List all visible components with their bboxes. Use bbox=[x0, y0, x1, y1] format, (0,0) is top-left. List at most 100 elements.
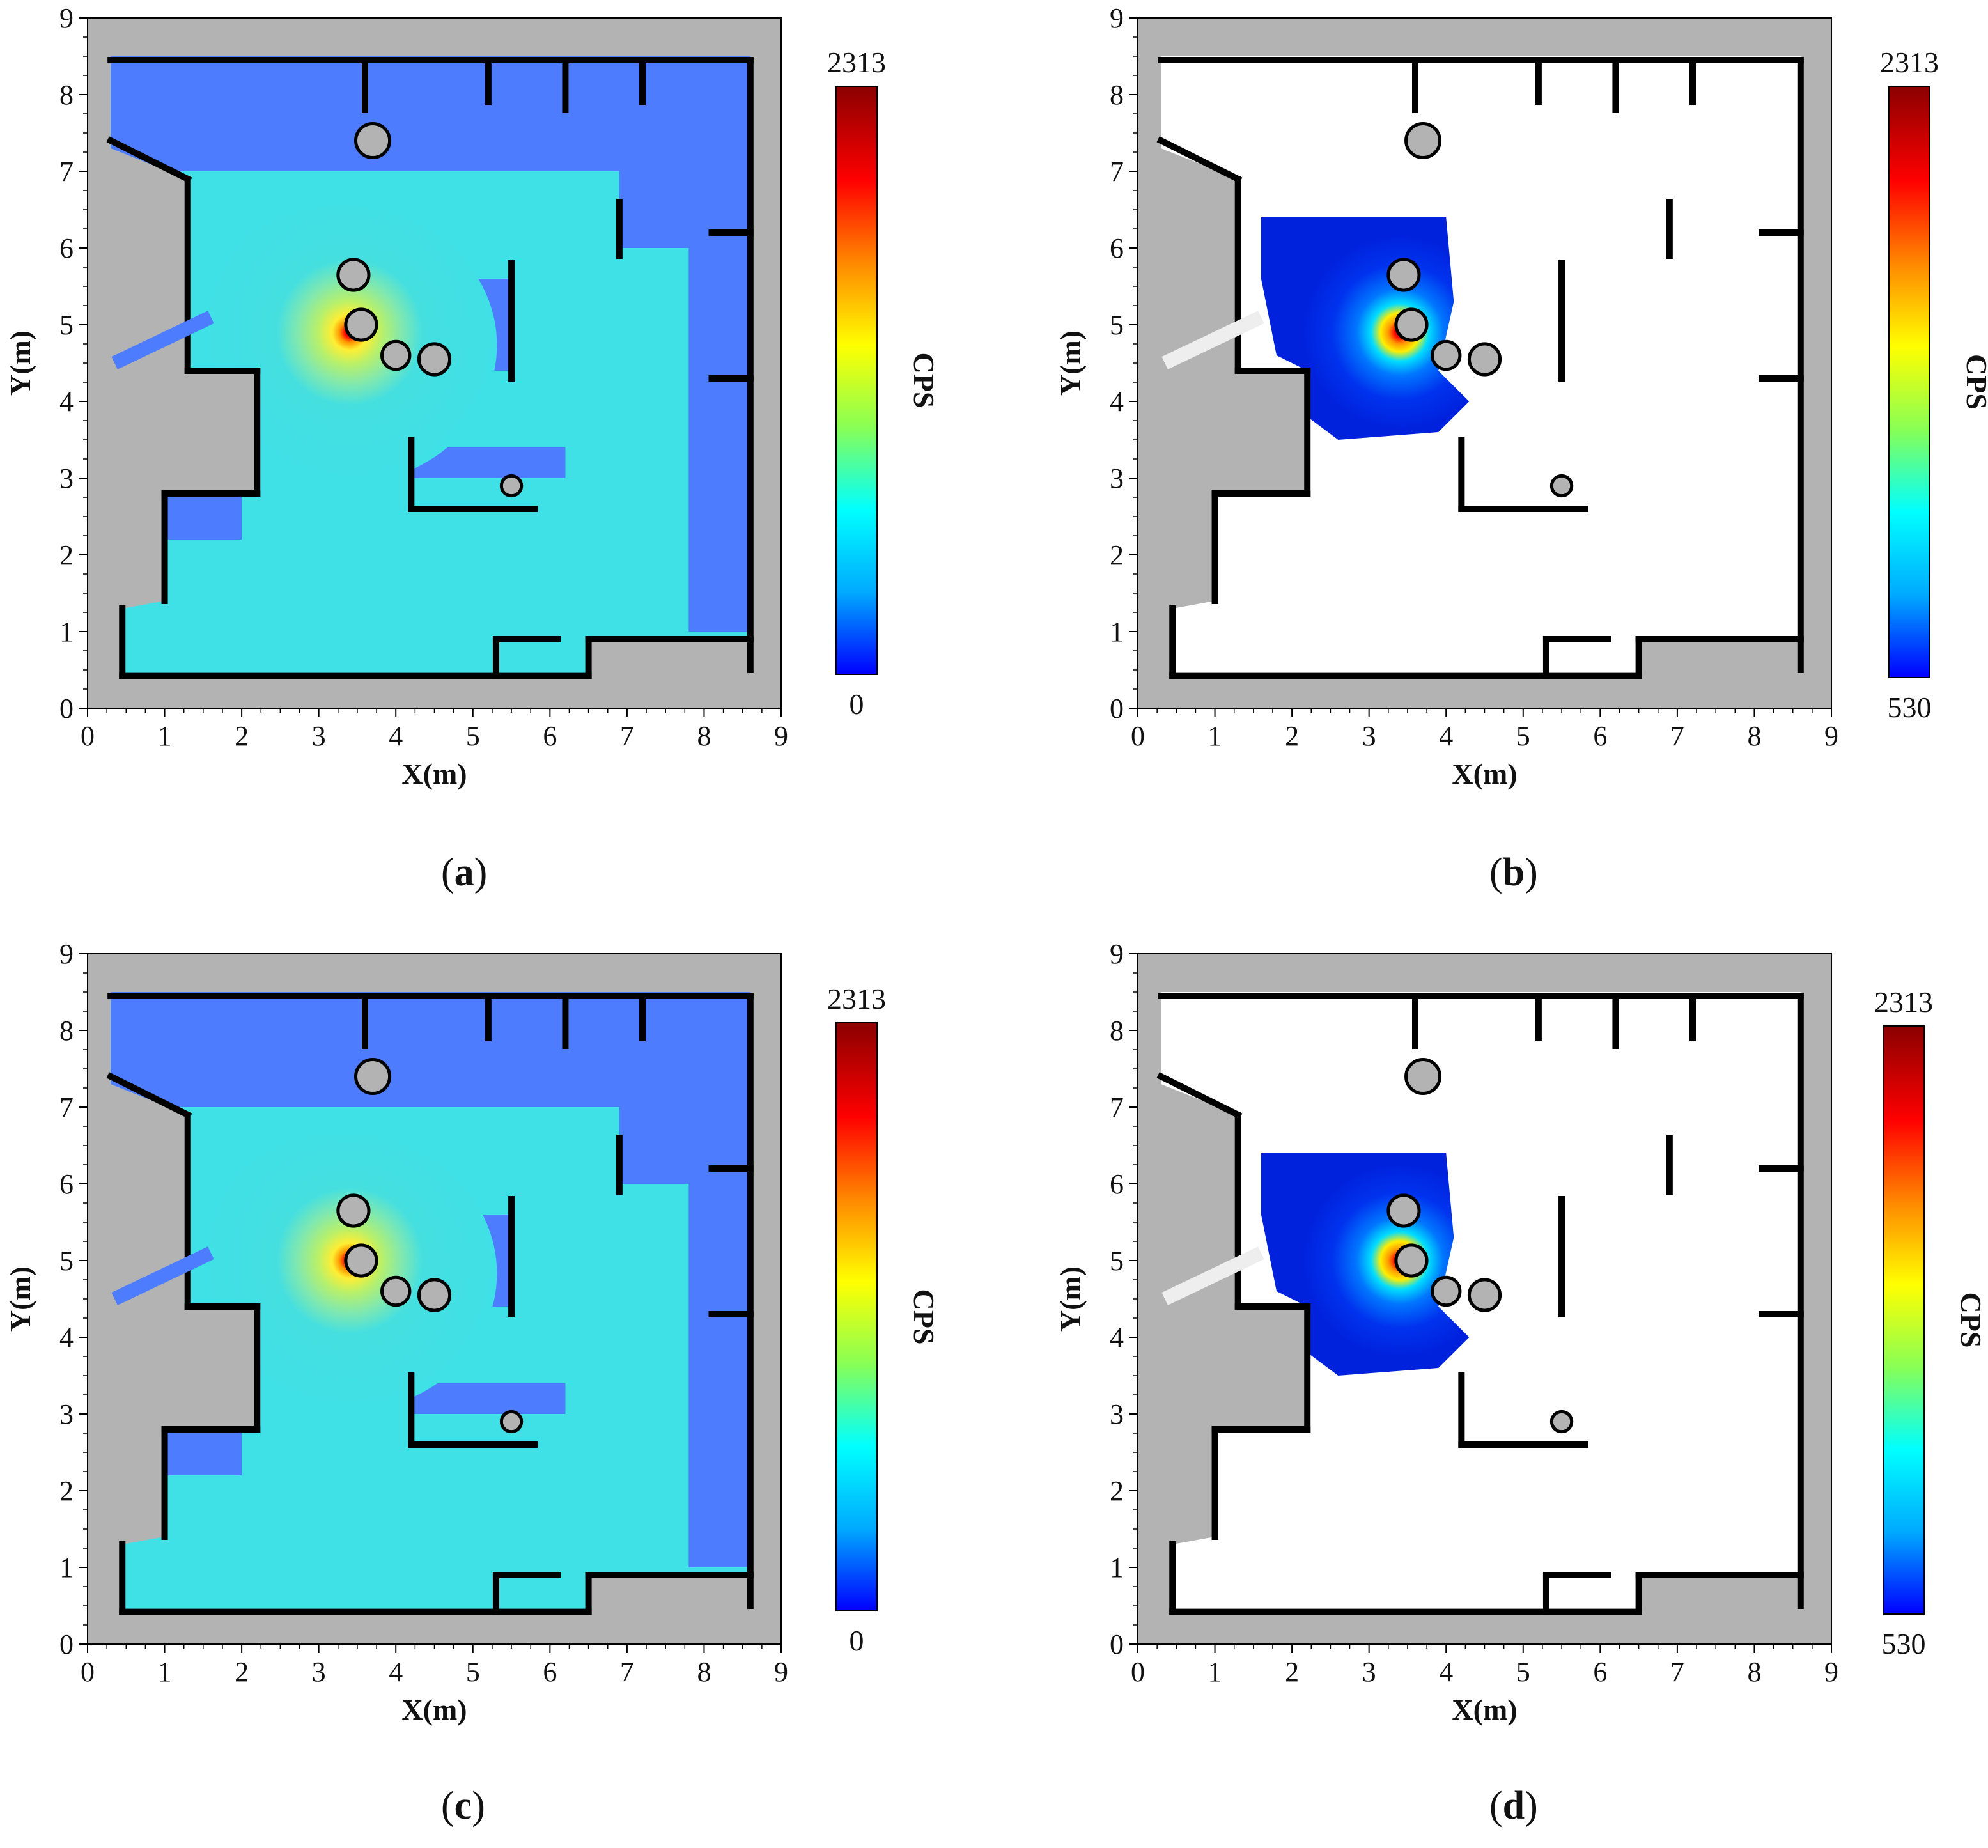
x-tick-label: 3 bbox=[312, 720, 326, 752]
y-tick-label: 7 bbox=[1110, 1092, 1124, 1123]
x-tick-label: 9 bbox=[774, 1656, 788, 1688]
x-tick-label: 8 bbox=[697, 720, 711, 752]
low-field-region bbox=[164, 1429, 242, 1475]
x-tick-label: 7 bbox=[1670, 1656, 1684, 1688]
obstacle bbox=[354, 121, 392, 160]
panel-b: 0 1 2 3 4 5 6 7 8 9 0 1 2 3 4 5 6 7 8 9 X(m) Y(m) 2313 530 CPS bbox=[1054, 3, 1988, 790]
wall-segment bbox=[106, 136, 192, 183]
wall-segment bbox=[106, 1072, 192, 1119]
obstacle bbox=[417, 342, 452, 377]
panel-a: 0 1 2 3 4 5 6 7 8 9 0 1 2 3 4 5 6 7 8 9 X(m) Y(m) 2313 0 CPS bbox=[4, 3, 940, 790]
colorbar-min-label: 0 bbox=[850, 1624, 864, 1657]
x-tick-label: 7 bbox=[620, 720, 634, 752]
y-tick-label: 8 bbox=[1110, 1015, 1124, 1046]
colorbar-min-label: 0 bbox=[850, 688, 864, 720]
low-field-region bbox=[619, 1107, 750, 1184]
caption-letter-c: c bbox=[454, 1784, 472, 1828]
y-tick-label: 8 bbox=[59, 79, 74, 111]
colorbar bbox=[835, 1022, 878, 1611]
y-tick-label: 2 bbox=[1110, 540, 1124, 571]
colorbar bbox=[1888, 86, 1930, 678]
y-tick-label: 6 bbox=[59, 1169, 74, 1200]
caption-d: (d) bbox=[1489, 1784, 1538, 1828]
x-tick-label: 5 bbox=[466, 720, 480, 752]
y-axis-title: Y(m) bbox=[1054, 1266, 1087, 1332]
colorbar-max-label: 2313 bbox=[827, 46, 886, 79]
x-tick-label: 3 bbox=[1362, 720, 1376, 752]
x-tick-label: 2 bbox=[1285, 1656, 1299, 1688]
y-tick-label: 7 bbox=[59, 156, 74, 187]
obstacle bbox=[344, 307, 378, 342]
wall-segment bbox=[1156, 136, 1243, 183]
y-tick-label: 8 bbox=[59, 1015, 74, 1046]
x-tick-label: 6 bbox=[1593, 1656, 1607, 1688]
y-axis-title: Y(m) bbox=[4, 1266, 36, 1332]
x-tick-label: 3 bbox=[1362, 1656, 1376, 1688]
obstacle bbox=[1394, 307, 1429, 342]
y-tick-label: 4 bbox=[1110, 1322, 1124, 1353]
y-tick-label: 5 bbox=[1110, 1245, 1124, 1277]
obstacle bbox=[1386, 258, 1421, 292]
x-tick-label: 7 bbox=[620, 1656, 634, 1688]
x-tick-label: 4 bbox=[389, 1656, 403, 1688]
y-tick-label: 2 bbox=[1110, 1475, 1124, 1507]
x-tick-label: 1 bbox=[158, 720, 172, 752]
y-tick-label: 3 bbox=[59, 1399, 74, 1430]
y-tick-label: 5 bbox=[59, 1245, 74, 1277]
caption-c: (c) bbox=[441, 1784, 485, 1828]
colorbar-min-label: 530 bbox=[1888, 691, 1932, 724]
y-tick-label: 1 bbox=[59, 1552, 74, 1583]
x-tick-label: 0 bbox=[81, 720, 95, 752]
x-tick-label: 9 bbox=[774, 720, 788, 752]
low-field-region bbox=[111, 56, 750, 171]
obstacle bbox=[344, 1243, 378, 1278]
y-tick-label: 0 bbox=[59, 693, 74, 724]
obstacle bbox=[1404, 1057, 1442, 1096]
caption-letter-a: a bbox=[454, 851, 474, 894]
x-axis-title: X(m) bbox=[401, 757, 467, 790]
field-layer bbox=[111, 992, 750, 1567]
obstacle bbox=[417, 1278, 452, 1312]
y-tick-label: 3 bbox=[59, 463, 74, 494]
x-tick-label: 1 bbox=[1208, 1656, 1222, 1688]
y-tick-label: 6 bbox=[1110, 233, 1124, 264]
obstacle bbox=[1549, 474, 1574, 498]
x-tick-label: 6 bbox=[1593, 720, 1607, 752]
x-tick-label: 2 bbox=[1285, 720, 1299, 752]
y-tick-label: 0 bbox=[59, 1629, 74, 1660]
y-tick-label: 4 bbox=[1110, 386, 1124, 417]
x-tick-label: 9 bbox=[1824, 1656, 1838, 1688]
colorbar-min-label: 530 bbox=[1882, 1627, 1926, 1660]
field-layer bbox=[111, 56, 750, 632]
y-tick-label: 4 bbox=[59, 386, 74, 417]
low-field-region bbox=[411, 1383, 566, 1414]
obstacle bbox=[1467, 342, 1502, 377]
y-tick-label: 2 bbox=[59, 1475, 74, 1507]
y-tick-label: 6 bbox=[1110, 1169, 1124, 1200]
obstacle bbox=[1467, 1278, 1502, 1312]
field-hotspot bbox=[189, 1134, 497, 1413]
low-field-region bbox=[111, 992, 750, 1107]
x-tick-label: 0 bbox=[1131, 720, 1145, 752]
doorway-hatch bbox=[111, 1246, 214, 1305]
colorbar bbox=[835, 86, 878, 675]
x-tick-label: 4 bbox=[1439, 720, 1453, 752]
colorbar-title: CPS bbox=[908, 353, 940, 408]
y-tick-label: 9 bbox=[1110, 938, 1124, 970]
doorway-hatch bbox=[111, 311, 214, 369]
caption-b: (b) bbox=[1489, 851, 1538, 894]
x-axis-title: X(m) bbox=[1452, 757, 1517, 790]
y-tick-label: 7 bbox=[1110, 156, 1124, 187]
obstacle bbox=[1404, 121, 1442, 160]
y-axis-title: Y(m) bbox=[1054, 330, 1087, 396]
low-field-region bbox=[619, 171, 750, 248]
x-tick-label: 6 bbox=[543, 720, 557, 752]
y-tick-label: 0 bbox=[1110, 1629, 1124, 1660]
obstacle bbox=[1431, 339, 1462, 371]
y-tick-label: 3 bbox=[1110, 1399, 1124, 1430]
x-axis-title: X(m) bbox=[401, 1693, 467, 1726]
caption-a: (a) bbox=[441, 851, 488, 894]
colorbar bbox=[1883, 1025, 1925, 1615]
